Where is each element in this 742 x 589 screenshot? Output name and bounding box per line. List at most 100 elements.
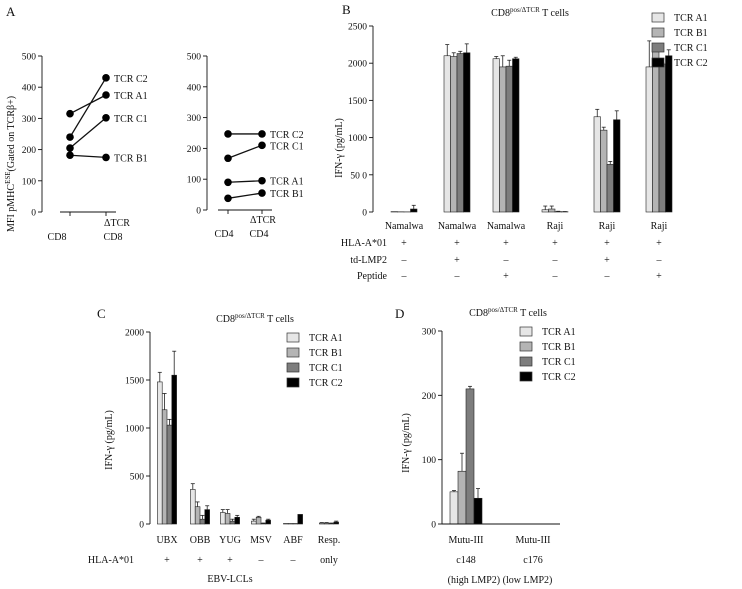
panel-b-condition-label: HLA-A*01 [341,238,387,249]
panel-a-left-series-label: TCR B1 [114,153,148,164]
panel-c-y-tick-label: 1500 [125,377,144,387]
panel-b-condition-value: + [503,238,509,249]
panel-b-legend-label: TCR A1 [674,13,708,24]
panel-c-bar [224,513,231,525]
panel-c-bar [297,514,303,525]
panel-b-condition-value: – [503,255,510,266]
panel-a-right-point [258,130,266,138]
panel-a-left-point [102,113,110,122]
panel-a-right-y-tick-label: 0 [196,207,201,217]
panel-b-legend-swatch [651,12,665,23]
panel-b-letter: B [342,2,351,17]
panel-b-y-tick-label: 0 [362,209,367,219]
panel-c-legend-label: TCR C1 [309,363,343,374]
panel-b-condition-value: – [604,271,611,282]
panel-c-legend-label: TCR C2 [309,378,343,389]
a-cat-dtcr-cd8: CD8 [104,232,123,243]
panel-b-bar [456,53,464,213]
panel-b-y-tick-label: 2000 [348,60,367,70]
panel-a-left-point [102,91,110,99]
panel-d-bar [457,470,467,525]
panel-a-left-y-tick-label: 100 [22,177,37,187]
panel-c-category-label: YUG [219,535,241,546]
panel-b-title: CD8pos/ΔTCR T cells [491,6,569,19]
panel-b-condition-value: + [454,255,460,266]
panel-c-bar [171,374,177,525]
panel-c-bar [323,522,330,525]
panel-a-left-point [66,109,74,118]
panel-a-left-series-line [69,117,107,149]
panel-b-bar [600,129,608,213]
panel-b-bar [652,50,660,213]
panel-d-legend-swatch [519,356,533,367]
panel-c-category-label: OBB [190,535,211,546]
panel-d-legend-label: TCR C1 [542,357,576,368]
panel-c-legend-swatch [286,362,300,373]
panel-b-condition-value: – [454,271,461,282]
a-cat-dtcr-top-2: ΔTCR [250,215,276,226]
panel-a-left-point [66,151,74,160]
panel-b-y-tick-label: 2500 [348,23,367,33]
panel-b-legend-swatch [651,42,665,53]
panel-c-bar [204,509,210,525]
panel-c-bar [255,516,262,525]
d-cat1-line1: Mutu-III [449,535,484,546]
panel-a-right-series-line [227,180,263,183]
panel-c-bar [166,424,173,525]
panel-b-category-label: Raji [651,221,668,232]
panel-d-legend-swatch [519,326,533,337]
panel-c-bar [194,506,201,525]
panel-b-bar [613,119,621,213]
panel-a-right-y-tick-label: 100 [187,176,202,186]
panel-d-legend-swatch [519,371,533,382]
panel-b-condition-label: td-LMP2 [350,255,387,266]
panel-b-bar [645,66,653,213]
panel-c-y-tick-label: 1000 [125,425,144,435]
panel-a-left-point [66,144,74,152]
panel-c-legend-label: TCR A1 [309,333,343,344]
panel-b-bar [606,164,614,213]
panel-b-category-label: Namalwa [385,221,424,232]
panel-b-condition-value: + [503,271,509,282]
panel-b-condition-label: Peptide [357,271,388,282]
panel-a-right-point [224,154,232,163]
plots-layer: 0 100 200 300 400 500 TCR C2 TCR A1 TCR C1 TCR B1… [22,12,708,566]
panel-b-condition-value: + [656,238,662,249]
panel-d-legend-label: TCR C2 [542,372,576,383]
panel-b-category-label: Namalwa [438,221,477,232]
panel-b-bar [658,63,666,213]
a-cat-cd4: CD4 [215,229,234,240]
panel-c-category-label: Resp. [318,535,341,546]
panel-c-y-tick-label: 2000 [125,329,144,339]
panel-b-condition-value: – [401,255,408,266]
panel-b-y-tick-label: 1000 [348,134,367,144]
panel-b-condition-value: – [552,255,559,266]
panel-a-right-point [224,130,232,138]
panel-c-condition-value: + [227,555,233,566]
panel-a-right-point [224,194,232,203]
panel-b-condition-value: + [656,271,662,282]
a-cat-dtcr-top: ΔTCR [104,218,130,229]
panel-b-condition-value: – [401,271,408,282]
panel-c-bar [161,409,168,525]
panel-c-condition-label: HLA-A*01 [88,555,134,566]
d-cat2-line1: Mutu-III [516,535,551,546]
panel-b-bar [410,208,418,213]
panel-c-bar [251,520,257,525]
panel-b-bar [492,58,500,213]
panel-a-left-point [102,74,110,82]
d-lmp2-note: (high LMP2) (low LMP2) [448,575,553,586]
panel-b-bar [593,116,601,213]
panel-d-y-tick-label: 200 [422,392,437,402]
panel-c-category-label: UBX [156,535,178,546]
panel-c-legend-label: TCR B1 [309,348,343,359]
panel-a-right-y-tick-label: 500 [187,53,202,63]
panel-b-category-label: Raji [547,221,564,232]
panel-b-bar [450,56,458,213]
panel-b-bar [499,66,507,213]
panel-a-right-y-tick-label: 300 [187,114,202,124]
panel-b-bar [665,55,673,213]
panel-c-bar [319,522,325,525]
panel-b-condition-value: + [552,238,558,249]
d-cat1-line2: c148 [456,555,475,566]
